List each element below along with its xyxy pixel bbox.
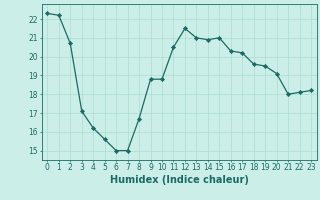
X-axis label: Humidex (Indice chaleur): Humidex (Indice chaleur)	[110, 175, 249, 185]
